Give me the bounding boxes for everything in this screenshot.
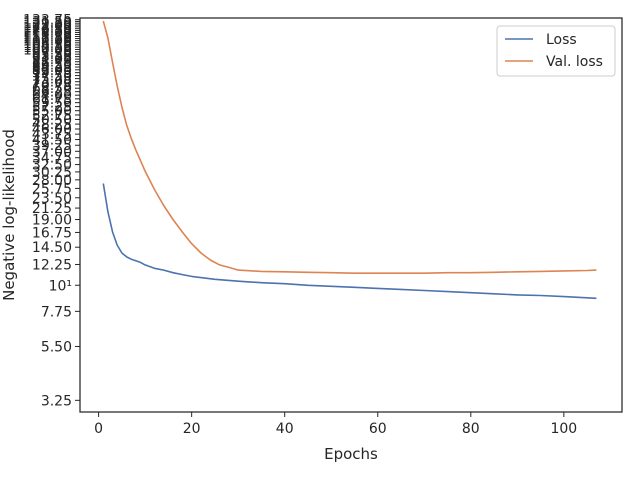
y-tick-label: 86.50 (32, 57, 72, 73)
y-tick-label: 109.00 (23, 34, 72, 50)
y-tick-label: 84.25 (32, 60, 72, 76)
y-tick-label: 46.00 (32, 122, 72, 138)
y-tick-label: 77.50 (32, 69, 72, 85)
y-tick-label: 30.25 (32, 165, 72, 181)
y-tick-label: 41.50 (32, 133, 72, 149)
y-tick-label: 129.25 (23, 16, 72, 32)
y-tick-label: 115.75 (23, 28, 72, 44)
y-tick-label: 14.50 (32, 240, 72, 256)
y-tick-label: 68.50 (32, 81, 72, 97)
y-tick-label: 52.75 (32, 108, 72, 124)
y-tick-label: 3.25 (41, 393, 72, 409)
y-tick-label: 97.75 (32, 45, 72, 61)
y-tick-label: 19.00 (32, 213, 72, 229)
y-tick-label: 82.00 (32, 63, 72, 79)
y-tick-label: 79.75 (32, 66, 72, 82)
y-tick-label: 37.00 (32, 144, 72, 160)
x-tick-label: 60 (369, 421, 387, 437)
y-tick-label: 48.25 (32, 117, 72, 133)
x-tick-label: 20 (183, 421, 201, 437)
y-tick-label: 10¹ (49, 278, 72, 294)
y-tick-label: 32.50 (32, 158, 72, 174)
y-tick-label: 28.00 (32, 173, 72, 189)
axes-frame (79, 17, 623, 413)
y-tick-label: 118.00 (23, 26, 72, 42)
x-tick-label: 80 (462, 421, 480, 437)
y-tick-label: 88.75 (32, 55, 72, 71)
y-tick-label: 50.50 (32, 112, 72, 128)
y-tick-label: 66.25 (32, 85, 72, 101)
y-tick-label: 5.50 (41, 339, 72, 355)
y-axis-label: Negative log-likelihood (0, 129, 18, 301)
y-tick-label: 16.75 (32, 225, 72, 241)
y-tick-label: 111.25 (23, 32, 72, 48)
y-tick-label: 100.00 (23, 42, 72, 58)
y-tick-label: 55.00 (32, 104, 72, 120)
y-tick-label: 127.00 (23, 18, 72, 34)
y-tick-label: 7.75 (41, 304, 72, 320)
y-tick-label: 12.25 (32, 257, 72, 273)
y-tick-label: 21.25 (32, 201, 72, 217)
y-tick-label: 34.75 (32, 151, 72, 167)
y-tick-label: 25.75 (32, 181, 72, 197)
y-tick-label: 73.00 (32, 75, 72, 91)
y-tick-label: 59.50 (32, 96, 72, 112)
x-tick-label: 0 (94, 421, 103, 437)
y-tick-label: 106.75 (23, 36, 72, 52)
x-tick-label: 100 (550, 421, 577, 437)
series-line-val-loss (102, 20, 597, 275)
y-tick-label: 57.25 (32, 100, 72, 116)
x-axis-label: Epochs (324, 445, 378, 463)
y-tick-label: 75.25 (32, 72, 72, 88)
y-tick-label: 93.25 (32, 50, 72, 66)
y-tick-label: 64.00 (32, 88, 72, 104)
y-tick-label: 43.75 (32, 127, 72, 143)
y-tick-label: 61.75 (32, 92, 72, 108)
y-tick-label: 120.25 (23, 24, 72, 40)
y-tick-label: 124.75 (23, 20, 72, 36)
y-tick-label: 131.50 (23, 14, 72, 30)
y-axis: 3.25 5.50 7.75 10¹ 12.2514.5016.7519.0021.25… (23, 13, 80, 409)
y-tick-label: 23.50 (32, 191, 72, 207)
y-tick-label: 102.25 (23, 40, 72, 56)
y-tick-label: 70.75 (32, 78, 72, 94)
x-tick-label: 40 (276, 421, 294, 437)
legend-label-loss: Loss (546, 32, 577, 48)
y-tick-label: 104.50 (23, 38, 72, 54)
y-tick-label: 91.00 (32, 52, 72, 68)
series-line-loss (102, 183, 597, 300)
x-axis: 0 20 40 60 80 100 (94, 412, 577, 437)
legend: Loss Val. loss (496, 25, 616, 77)
y-tick-label: 122.50 (23, 22, 72, 38)
plot-area (102, 20, 597, 300)
y-tick-label: 95.50 (32, 47, 72, 63)
y-tick-label: 113.50 (23, 30, 72, 46)
legend-label-val-loss: Val. loss (546, 54, 603, 70)
y-tick-label: 133.75 (23, 13, 72, 29)
y-tick-label: 39.25 (32, 138, 72, 154)
